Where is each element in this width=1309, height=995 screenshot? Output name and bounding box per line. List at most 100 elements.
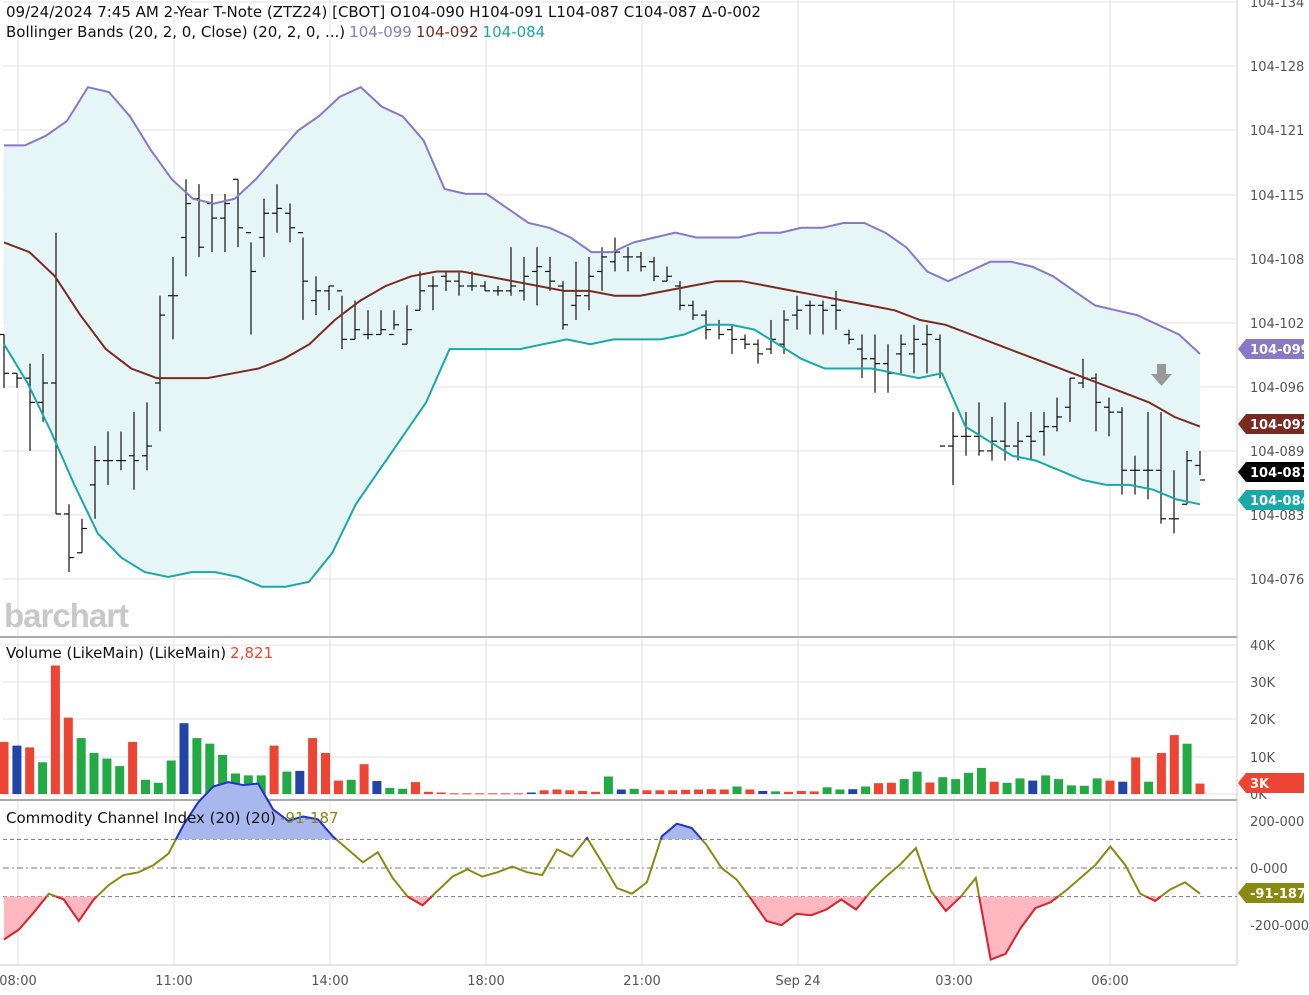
price-bar <box>168 256 178 340</box>
price-bar <box>1026 412 1036 461</box>
price-bar <box>38 353 48 422</box>
price-bar <box>90 446 100 519</box>
y-axis: 104-134 104-128 104-121 104-115 104-108 104-1… <box>1250 0 1309 934</box>
volume-bar <box>1131 757 1141 794</box>
cci-extreme-line <box>659 822 703 841</box>
price-tags: 104-099 104-092 104-087 104-084 3K -91-187 <box>1238 339 1309 903</box>
price-bar <box>922 324 932 374</box>
price-bar <box>870 334 880 393</box>
price-bar <box>623 247 633 272</box>
volume-bar <box>333 780 343 794</box>
price-tick-label: 104-134 <box>1250 0 1304 11</box>
price-bar <box>636 252 646 272</box>
price-bar <box>545 256 555 291</box>
volume-bar <box>668 790 678 794</box>
volume-bar <box>1015 778 1025 794</box>
price-bar <box>246 232 256 335</box>
time-tick-label: 03:00 <box>935 974 972 989</box>
price-tick-label: 104-102 <box>1250 317 1304 332</box>
volume-bar <box>372 781 382 794</box>
volume-bar <box>205 743 215 794</box>
volume-legend: Volume (LikeMain) (LikeMain) 2,821 <box>6 644 277 662</box>
volume-bar <box>629 788 639 794</box>
price-bar <box>363 310 373 340</box>
volume-bar <box>488 793 498 795</box>
volume-bar <box>89 753 99 794</box>
volume-bar <box>526 792 536 794</box>
price-bar <box>532 247 542 306</box>
signal-arrow-icon <box>1151 364 1172 386</box>
price-bar <box>25 363 35 451</box>
pane-separators <box>0 0 1238 966</box>
price-bar <box>155 295 165 432</box>
volume-bar <box>1118 781 1128 794</box>
volume-bar <box>50 665 60 794</box>
volume-bar <box>179 723 189 794</box>
cci-plot <box>3 781 1237 961</box>
volume-bar <box>745 789 755 794</box>
time-tick-label: 08:00 <box>0 974 37 989</box>
price-tick-label: 104-115 <box>1250 189 1304 204</box>
volume-bar <box>655 790 665 794</box>
volume-bar <box>102 758 112 794</box>
price-bar <box>506 247 516 296</box>
price-bar <box>1130 455 1140 495</box>
volume-bar <box>1041 775 1051 794</box>
volume-bar <box>192 738 202 794</box>
price-tick-label: 104-083 <box>1250 509 1304 524</box>
price-bar <box>675 281 685 311</box>
price-bar <box>857 334 867 379</box>
volume-bar <box>269 745 279 794</box>
cci-extreme-fill <box>935 896 961 911</box>
volume-tick-label: 10K <box>1250 751 1276 766</box>
price-bar <box>1013 421 1023 461</box>
volume-tick-label: 20K <box>1250 713 1276 728</box>
volume-bar <box>346 779 356 794</box>
volume-bar <box>578 791 588 794</box>
price-bar <box>220 193 230 253</box>
price-bar <box>974 402 984 456</box>
volume-tick-label: 30K <box>1250 676 1276 691</box>
cci-legend: Commodity Channel Index (20) (20) -91-187 <box>6 809 343 827</box>
price-bar <box>324 285 334 311</box>
cci-extreme-fill <box>175 782 337 840</box>
price-bar <box>402 305 412 345</box>
volume-bar <box>809 791 819 794</box>
bollinger-label: Bollinger Bands (20, 2, 0, Close) (20, 2… <box>6 23 346 41</box>
volume-bar <box>642 790 652 794</box>
cci-extreme-line <box>1145 895 1162 903</box>
price-bar <box>1156 412 1166 524</box>
bollinger-lines <box>3 86 1201 588</box>
svg-text:104-087: 104-087 <box>1250 466 1309 481</box>
price-tick-label: 104-108 <box>1250 253 1304 268</box>
svg-text:104-084: 104-084 <box>1250 494 1309 509</box>
cci-tag: -91-187 <box>1238 883 1306 903</box>
volume-bar <box>694 789 703 794</box>
volume-bar <box>153 782 163 794</box>
bb-lower-tag: 104-084 <box>1238 490 1309 510</box>
volume-bar <box>771 791 781 794</box>
price-bar <box>1182 450 1192 505</box>
volume-bar <box>38 762 48 794</box>
volume-tag: 3K <box>1238 773 1304 793</box>
time-tick-label: 14:00 <box>311 974 348 989</box>
volume-bar <box>899 779 909 794</box>
chart-header-ohlc: 09/24/2024 7:45 AM 2-Year T-Note (ZTZ24)… <box>6 3 761 21</box>
volume-bar <box>1028 780 1038 794</box>
svg-text:104-099: 104-099 <box>1250 343 1309 358</box>
volume-bar <box>1066 785 1076 794</box>
bollinger-mid-value: 104-092 <box>415 23 479 41</box>
price-bar <box>1104 397 1114 437</box>
volume-bar <box>1182 743 1192 794</box>
cci-extreme-line <box>748 895 868 927</box>
barchart-watermark: barchart <box>4 597 129 634</box>
price-bar <box>987 416 997 461</box>
volume-bar <box>758 791 768 794</box>
bollinger-band-fill <box>4 87 1200 587</box>
volume-bar <box>848 789 858 794</box>
price-bar <box>1143 412 1153 500</box>
price-bar <box>1117 407 1127 495</box>
volume-bar <box>861 786 871 794</box>
price-bar <box>1195 450 1205 481</box>
